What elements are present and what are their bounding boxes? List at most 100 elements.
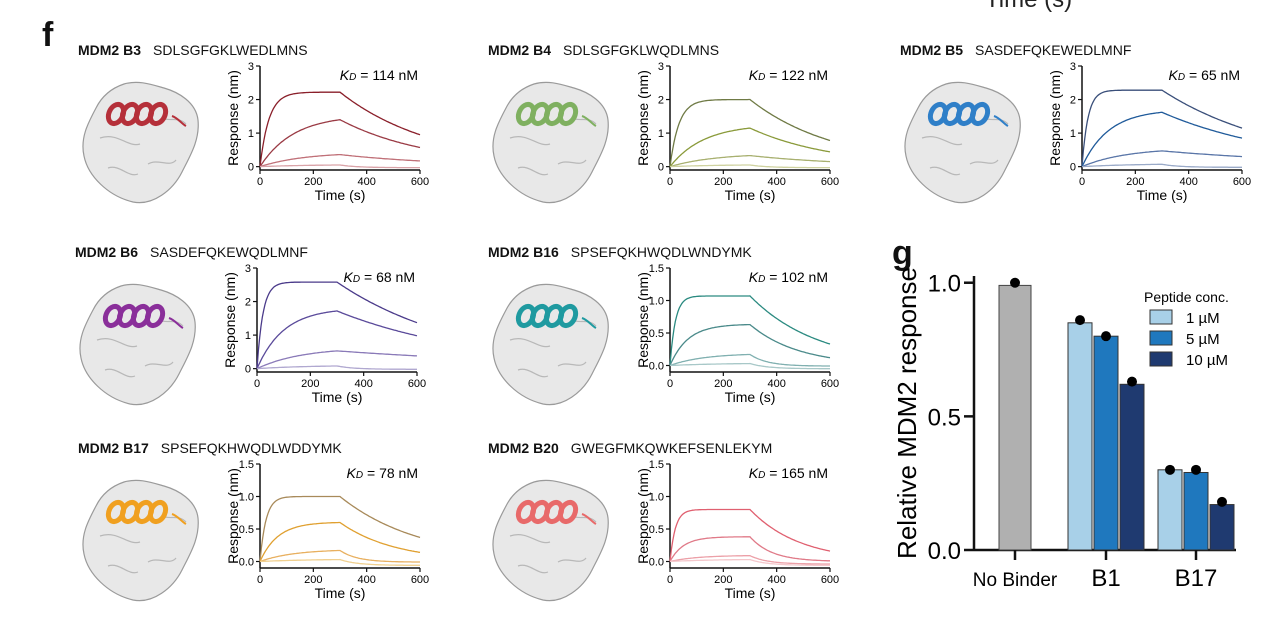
bar-b1-2 [1119, 383, 1145, 551]
x-tick-label: 400 [767, 378, 785, 390]
protein-structure-illustration [492, 81, 609, 204]
helix-turn [144, 303, 166, 329]
protein-surface [492, 479, 609, 602]
x-tick-label: 200 [714, 176, 732, 188]
x-tick-label: 0 [257, 176, 263, 188]
y-tick-label: 0.5 [649, 524, 664, 536]
y-tick-label: 0.0 [649, 361, 664, 373]
sensorgram-panel: MDM2 B3 SDLSGFGKLWEDLMNS 0 1 2 3 0 200 400 600 Tim… [78, 42, 478, 232]
helix-turn [147, 499, 169, 525]
sensorgram-trace [259, 521, 421, 562]
sensorgram-trace [256, 310, 418, 369]
helix-turn [557, 101, 579, 127]
legend-swatch [1149, 351, 1173, 367]
kd-symbol: K [749, 67, 759, 83]
panel-title: MDM2 B4 SDLSGFGKLWQDLMNS [488, 42, 719, 58]
y-tick-label: 2 [658, 95, 664, 107]
protein-surface [79, 283, 196, 406]
peptide-sequence: SPSEFQKHWQDLWNDYMK [570, 244, 752, 260]
sensorgram-trace [259, 91, 421, 167]
x-tick-label: 0 [1079, 176, 1085, 188]
kd-value: = 78 nM [363, 465, 418, 481]
y-tick-label: 1.5 [649, 459, 664, 471]
kd-subscript: D [349, 72, 356, 83]
sensorgram-chart: 0.0 0.5 1.0 1.5 0 200 400 600 Time (s) Response (… [225, 459, 429, 601]
protein-surface [82, 81, 199, 204]
surface-shading [509, 117, 597, 176]
x-tick-label: 0 [254, 378, 260, 390]
sensorgram-trace [669, 295, 831, 366]
kd-annotation: KD = 65 nM [1169, 67, 1240, 83]
x-tick-label: 200 [301, 378, 319, 390]
data-point [1191, 464, 1201, 475]
y-tick-label: 1 [1070, 128, 1076, 140]
sensorgram-trace [669, 98, 831, 167]
kd-subscript: D [353, 274, 360, 285]
y-tick-label: 1.0 [649, 492, 664, 504]
y-tick-label: 2 [248, 95, 254, 107]
helix-turn [969, 101, 991, 127]
legend-swatch [1149, 309, 1173, 325]
x-tick-label: 0 [667, 176, 673, 188]
sensorgram-trace [259, 495, 421, 562]
x-tick-label: B1 [1091, 565, 1120, 592]
sensorgram-panel: MDM2 B4 SDLSGFGKLWQDLMNS 0 1 2 3 0 200 400 600 Tim… [488, 42, 888, 232]
kd-symbol: K [749, 269, 759, 285]
sensorgram-trace [669, 127, 831, 168]
y-tick-label: 1.5 [649, 263, 664, 275]
sensorgram-trace [1082, 163, 1242, 168]
x-tick-label: 200 [304, 574, 322, 586]
x-tick-label: 200 [1126, 176, 1144, 188]
peptide-helix [515, 101, 597, 127]
peptide-sequence: SPSEFQKHWQDLWDDYMK [160, 440, 342, 456]
legend-label: 5 µM [1186, 331, 1220, 348]
data-point [1075, 315, 1085, 326]
sensorgram-panel: MDM2 B16 SPSEFQKHWQDLWNDYMK 0.0 0.5 1.0 1.5 0 2… [488, 244, 888, 434]
y-tick-label: 0.0 [649, 557, 664, 569]
data-point [1127, 376, 1137, 387]
peptide-helix [927, 101, 1009, 127]
peptide-helix [515, 499, 597, 525]
kd-value: = 65 nM [1185, 67, 1240, 83]
sensorgram-trace [669, 353, 830, 367]
kd-symbol: K [344, 269, 354, 285]
y-tick-label: 1 [248, 128, 254, 140]
legend-label: 1 µM [1186, 310, 1220, 327]
y-tick-label: 0.5 [928, 404, 961, 431]
helix-tail [168, 317, 184, 329]
y-tick-label: 0 [245, 364, 251, 376]
sensorgram-panel: MDM2 B20 GWEGFMKQWKEFSENLEKYM 0.0 0.5 1.0 1.5… [488, 440, 888, 630]
panel-g-letter: g [892, 234, 913, 272]
kd-annotation: KD = 78 nM [347, 465, 418, 481]
x-tick-label: 200 [714, 378, 732, 390]
surface-shading [96, 319, 184, 378]
binder-name: MDM2 B5 [900, 42, 964, 58]
y-axis-label: Response (nm) [635, 468, 651, 564]
sensorgram-trace [669, 555, 830, 565]
legend: Peptide conc. 1 µM 5 µM 10 µM [1144, 289, 1229, 369]
peptide-sequence: SASDEFQKEWQDLMNF [150, 244, 308, 260]
y-tick-label: 1.0 [239, 492, 254, 504]
y-tick-label: 2 [1070, 95, 1076, 107]
surface-shading [99, 117, 187, 176]
x-tick-label: 200 [304, 176, 322, 188]
kd-value: = 102 nM [765, 269, 828, 285]
x-tick-label: 0 [667, 574, 673, 586]
y-axis-label: Response (nm) [635, 272, 651, 368]
x-axis-label: Time (s) [725, 389, 776, 405]
sensorgram-panel: MDM2 B17 SPSEFQKHWQDLWDDYMK 0.0 0.5 1.0 1.5 0 2… [78, 440, 478, 630]
sensorgram-chart: 0 1 2 3 0 200 400 600 Time (s) Response (nm) KD = … [1047, 61, 1251, 203]
kd-annotation: KD = 165 nM [749, 465, 828, 481]
bar-b1-0 [1067, 322, 1093, 551]
kd-symbol: K [347, 465, 357, 481]
kd-annotation: KD = 114 nM [340, 67, 418, 83]
legend-swatch [1149, 330, 1173, 346]
y-tick-label: 0 [658, 162, 664, 174]
binder-name: MDM2 B6 [75, 244, 139, 260]
x-tick-label: 400 [767, 574, 785, 586]
y-tick-label: 0.0 [928, 538, 961, 565]
sensorgram-trace [1081, 111, 1243, 167]
sensorgram-trace [669, 558, 830, 566]
sensorgram-chart: 0 1 2 3 0 200 400 600 Time (s) Response (nm) KD = … [635, 61, 839, 203]
